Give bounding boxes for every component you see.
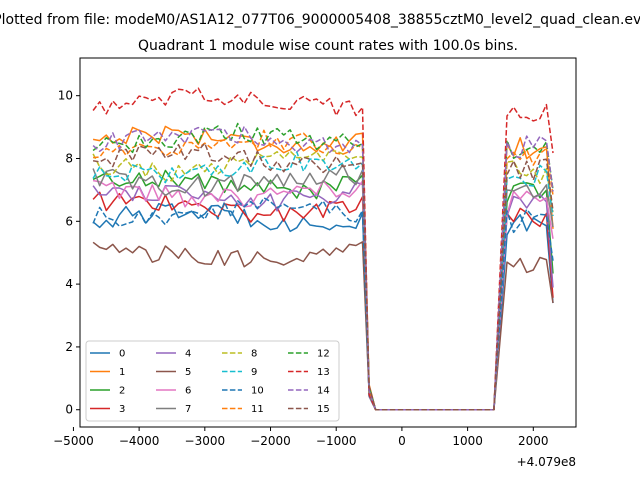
legend-label-7: 7 [185, 404, 191, 415]
legend-label-8: 8 [251, 349, 257, 360]
legend-label-0: 0 [119, 349, 125, 360]
legend-label-5: 5 [185, 367, 191, 378]
y-axis-ticks: 0 2 4 6 8 10 [58, 89, 80, 417]
legend-label-15: 15 [317, 404, 330, 415]
series-line-12 [92, 122, 554, 411]
y-tick-label: 4 [65, 277, 73, 291]
x-axis-ticks: −5000 −4000 −3000 −2000 −1000 0 1000 2000 [53, 427, 549, 448]
x-tick-label: 1000 [452, 434, 483, 448]
y-tick-label: 0 [65, 403, 73, 417]
legend-label-11: 11 [251, 404, 264, 415]
legend-label-12: 12 [317, 349, 330, 360]
legend-label-3: 3 [119, 404, 125, 415]
chart-title: Quadrant 1 module wise count rates with … [138, 38, 518, 54]
x-tick-label: −2000 [250, 434, 291, 448]
x-offset-label: +4.079e8 [517, 455, 576, 469]
y-tick-label: 6 [65, 214, 73, 228]
legend-label-2: 2 [119, 386, 125, 397]
y-tick-label: 10 [58, 89, 73, 103]
plot-frame [79, 57, 577, 428]
legend-label-6: 6 [185, 386, 191, 397]
legend-label-1: 1 [119, 367, 125, 378]
x-tick-label: −1000 [316, 434, 357, 448]
legend-label-10: 10 [251, 386, 264, 397]
chart-suptitle: Plotted from file: modeM0/AS1A12_077T06_… [0, 12, 640, 28]
series-line-14 [92, 125, 554, 411]
series-line-15 [92, 142, 554, 411]
legend-label-4: 4 [185, 349, 191, 360]
legend-label-13: 13 [317, 367, 330, 378]
legend-box [85, 340, 340, 422]
x-tick-label: −3000 [185, 434, 226, 448]
series-lines [92, 87, 554, 411]
legend-label-14: 14 [317, 386, 330, 397]
y-tick-label: 8 [65, 151, 73, 165]
x-tick-label: −4000 [119, 434, 160, 448]
y-tick-label: 2 [65, 340, 73, 354]
x-tick-label: −5000 [53, 434, 94, 448]
x-tick-label: 2000 [518, 434, 549, 448]
legend-label-9: 9 [251, 367, 257, 378]
x-tick-label: 0 [398, 434, 406, 448]
